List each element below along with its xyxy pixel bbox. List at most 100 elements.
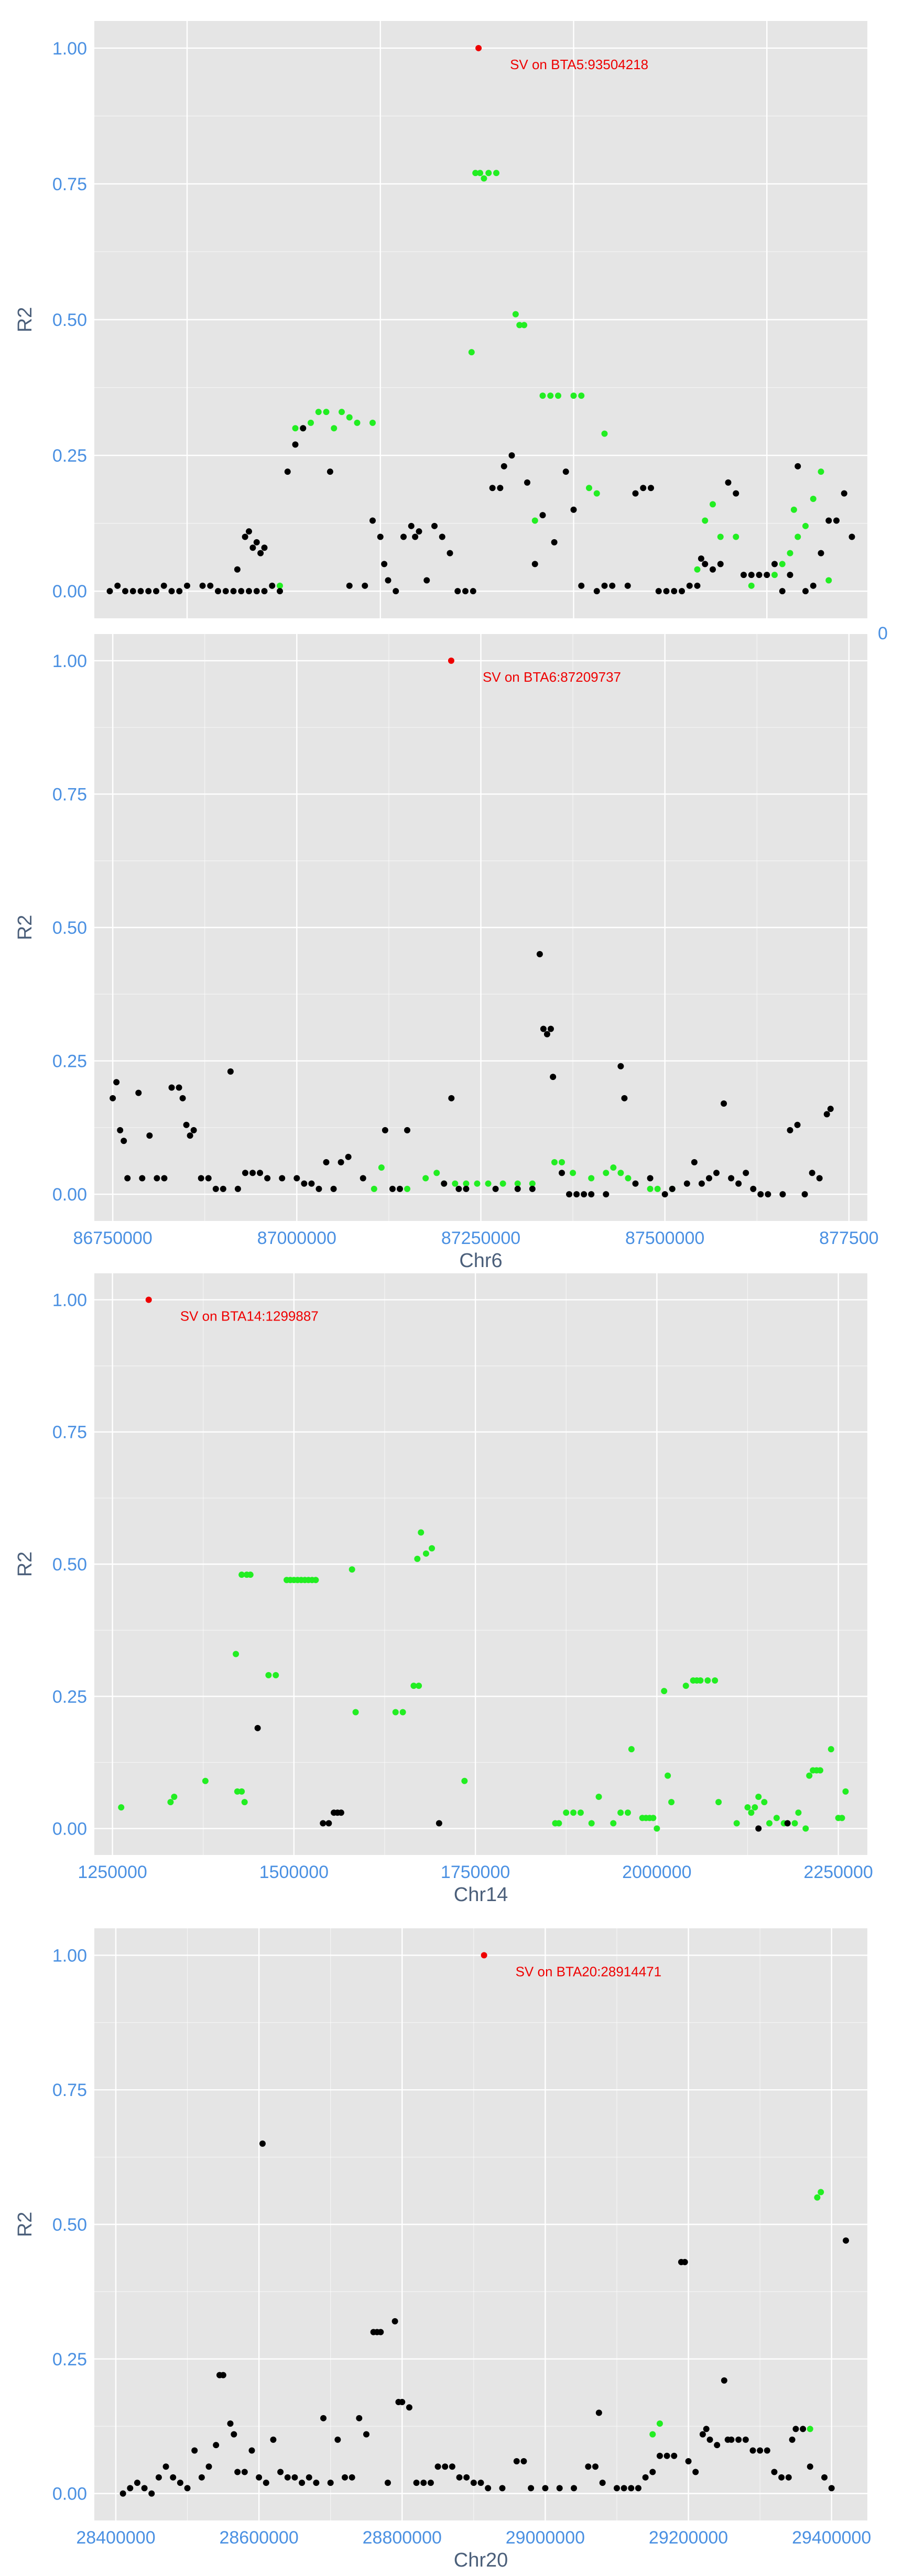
black-point [462, 588, 469, 595]
black-point [640, 485, 647, 492]
black-point [412, 533, 419, 540]
black-point [655, 588, 662, 595]
black-point [748, 572, 755, 578]
y-tick-label: 1.00 [52, 39, 87, 59]
green-point [733, 533, 739, 540]
black-point [241, 2469, 248, 2475]
black-point [632, 490, 639, 497]
black-point [327, 468, 333, 475]
black-point [416, 528, 422, 535]
black-point [698, 1180, 705, 1187]
black-point [129, 588, 136, 595]
y-tick-label: 0.50 [52, 1555, 87, 1575]
green-point [461, 1777, 468, 1784]
green-point [647, 1185, 654, 1192]
green-point [828, 1746, 834, 1753]
black-point [249, 1170, 256, 1176]
black-point [220, 2372, 226, 2378]
green-point [463, 1180, 470, 1187]
black-point [342, 2474, 349, 2481]
green-point [477, 170, 484, 177]
black-point [702, 561, 709, 567]
y-axis-title: R2 [14, 1552, 36, 1577]
black-point [807, 2463, 813, 2470]
green-point [292, 425, 299, 432]
x-tick-label: 2250000 [803, 1862, 873, 1882]
green-point [531, 517, 538, 524]
black-point [499, 2485, 506, 2492]
black-point [179, 1095, 186, 1101]
black-point [139, 1175, 146, 1182]
black-point [334, 2436, 341, 2443]
black-point [795, 463, 801, 470]
black-point [385, 577, 391, 584]
black-point [389, 1185, 396, 1192]
green-point [323, 409, 330, 416]
black-point [765, 1191, 771, 1198]
black-point [137, 588, 144, 595]
green-point [650, 1815, 657, 1821]
black-point [647, 1175, 654, 1182]
black-point [570, 506, 577, 513]
black-point [207, 582, 214, 589]
green-point [649, 2431, 656, 2438]
black-point [277, 588, 283, 595]
black-point [382, 1127, 388, 1133]
green-point [349, 1566, 355, 1573]
green-point [433, 1170, 440, 1176]
green-point [481, 175, 487, 182]
black-point [246, 528, 252, 535]
black-point [794, 1121, 801, 1128]
green-point [842, 1788, 849, 1795]
black-point [542, 2485, 549, 2492]
black-point [327, 2480, 334, 2486]
black-point [585, 2463, 592, 2470]
black-point [369, 517, 376, 524]
green-point [404, 1185, 411, 1192]
sv-annotation: SV on BTA14:1299887 [180, 1308, 319, 1324]
black-point [789, 2436, 796, 2443]
green-point [668, 1799, 675, 1806]
black-point [578, 582, 585, 589]
green-point [787, 550, 793, 556]
y-axis-title: R2 [14, 2212, 36, 2237]
green-point [806, 1772, 813, 1779]
black-point [279, 1175, 286, 1182]
black-point [184, 2485, 191, 2492]
black-point [692, 2469, 699, 2475]
x-tick-label: 28600000 [219, 2528, 298, 2548]
red-point [475, 45, 482, 51]
black-point [671, 588, 678, 595]
green-point [118, 1804, 125, 1811]
green-point [514, 1180, 521, 1187]
y-tick-label: 0.50 [52, 2215, 87, 2235]
black-point [190, 1127, 197, 1133]
black-point [396, 1185, 403, 1192]
black-point [764, 572, 770, 578]
green-point [610, 1164, 617, 1171]
green-point [755, 1794, 762, 1800]
black-point [703, 2426, 710, 2432]
black-point [485, 2485, 492, 2492]
y-tick-label: 0.75 [52, 784, 87, 804]
black-point [721, 2377, 727, 2384]
black-point [514, 1185, 521, 1192]
black-point [735, 1180, 742, 1187]
black-point [603, 1191, 610, 1198]
green-point [167, 1799, 174, 1806]
black-point [455, 1185, 462, 1192]
black-point [539, 512, 546, 519]
black-point [742, 2436, 749, 2443]
green-point [202, 1777, 209, 1784]
black-point [399, 2399, 406, 2405]
black-point [345, 1153, 352, 1160]
black-point [381, 561, 388, 567]
black-point [784, 1820, 791, 1827]
black-point [249, 544, 256, 551]
black-point [234, 566, 241, 573]
green-point [578, 392, 585, 399]
green-point [516, 322, 523, 329]
black-point [127, 2485, 134, 2492]
green-point [555, 392, 561, 399]
green-point [238, 1571, 245, 1578]
